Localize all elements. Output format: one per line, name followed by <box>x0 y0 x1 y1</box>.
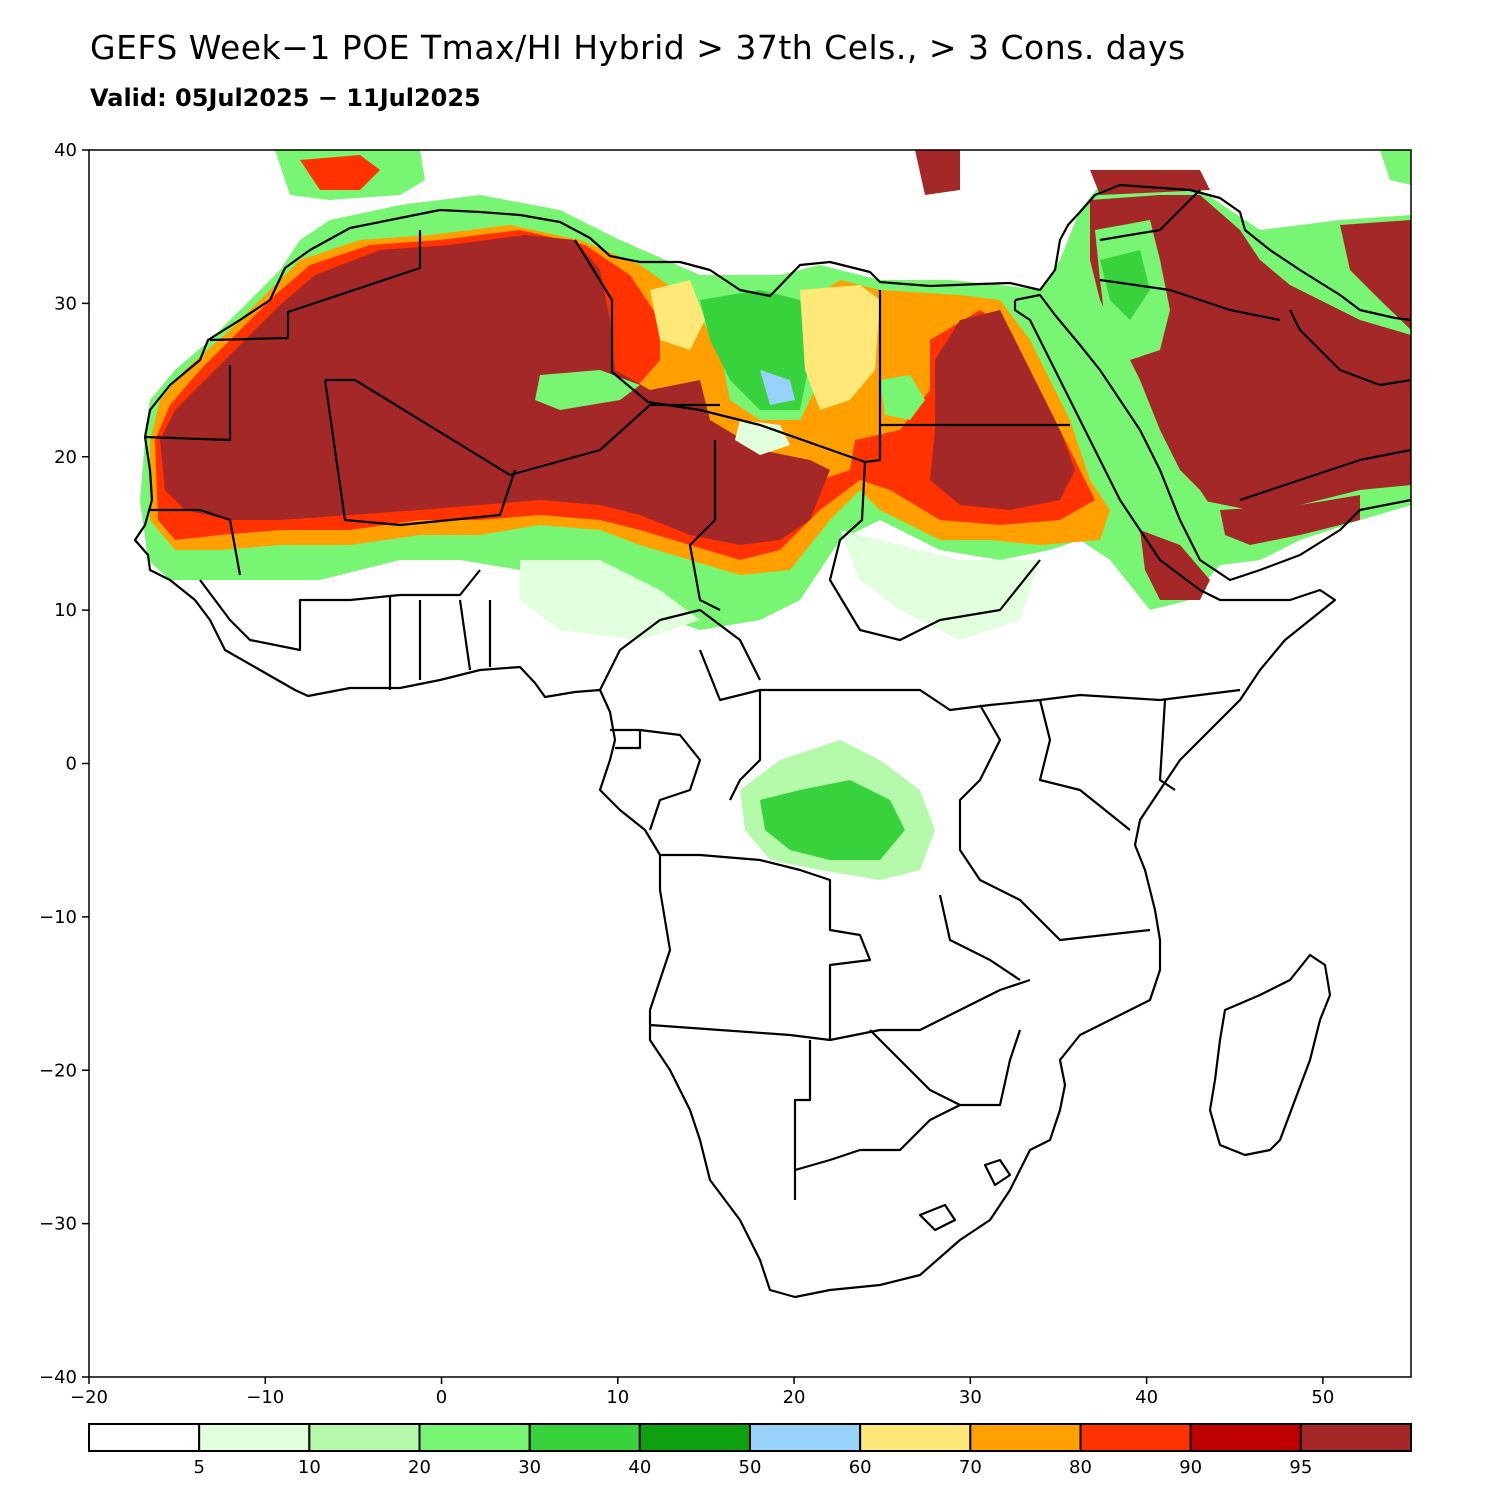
lat-tick-label: 30 <box>54 293 77 314</box>
legend-swatch <box>859 1423 972 1452</box>
color-legend: 5 10 20 30 40 50 60 70 80 90 95 <box>88 1423 1413 1478</box>
lon-tick-label: 50 <box>1311 1387 1334 1408</box>
legend-swatch <box>638 1423 751 1452</box>
legend-label: 10 <box>298 1457 321 1478</box>
lat-tick-label: 40 <box>54 140 77 161</box>
legend-label: 30 <box>518 1457 541 1478</box>
lat-tick-label: −30 <box>39 1214 77 1235</box>
lon-tick-label: 30 <box>959 1387 982 1408</box>
legend-label: 40 <box>628 1457 651 1478</box>
coastlines-borders <box>133 183 1412 1299</box>
lat-tick-label: −40 <box>39 1367 77 1388</box>
legend-swatch <box>969 1423 1082 1452</box>
lat-tick-label: 10 <box>54 600 77 621</box>
lon-tick-label: 10 <box>606 1387 629 1408</box>
lat-tick-label: −10 <box>39 907 77 928</box>
lat-tick-label: −20 <box>39 1060 77 1081</box>
legend-label: 95 <box>1289 1457 1312 1478</box>
legend-label: 20 <box>408 1457 431 1478</box>
legend-swatch <box>1299 1423 1413 1452</box>
legend-swatch <box>1189 1423 1302 1452</box>
legend-label: 60 <box>849 1457 872 1478</box>
map-title: GEFS Week−1 POE Tmax/HI Hybrid > 37th Ce… <box>90 28 1186 67</box>
lon-tick-label: −10 <box>246 1387 284 1408</box>
legend-swatch <box>418 1423 531 1452</box>
lon-tick-label: 40 <box>1135 1387 1158 1408</box>
map-subtitle: Valid: 05Jul2025 − 11Jul2025 <box>90 84 481 112</box>
legend-label: 90 <box>1179 1457 1202 1478</box>
legend-swatch <box>198 1423 311 1452</box>
legend-label: 50 <box>739 1457 762 1478</box>
probability-fields <box>140 150 1411 880</box>
latitude-axis: 40 30 20 10 0 −10 −20 −30 −40 <box>39 140 89 1388</box>
lat-tick-label: 20 <box>54 447 77 468</box>
legend-swatch <box>749 1423 862 1452</box>
longitude-axis: −20 −10 0 10 20 30 40 50 <box>70 1377 1334 1408</box>
lat-tick-label: 0 <box>66 754 77 775</box>
legend-swatch <box>308 1423 421 1452</box>
lon-tick-label: 20 <box>783 1387 806 1408</box>
legend-swatch <box>88 1423 201 1452</box>
legend-swatch <box>528 1423 641 1452</box>
legend-label: 5 <box>193 1457 204 1478</box>
lon-tick-label: 0 <box>436 1387 447 1408</box>
legend-label: 80 <box>1069 1457 1092 1478</box>
lon-tick-label: −20 <box>70 1387 108 1408</box>
legend-swatch <box>1079 1423 1192 1452</box>
legend-label: 70 <box>959 1457 982 1478</box>
